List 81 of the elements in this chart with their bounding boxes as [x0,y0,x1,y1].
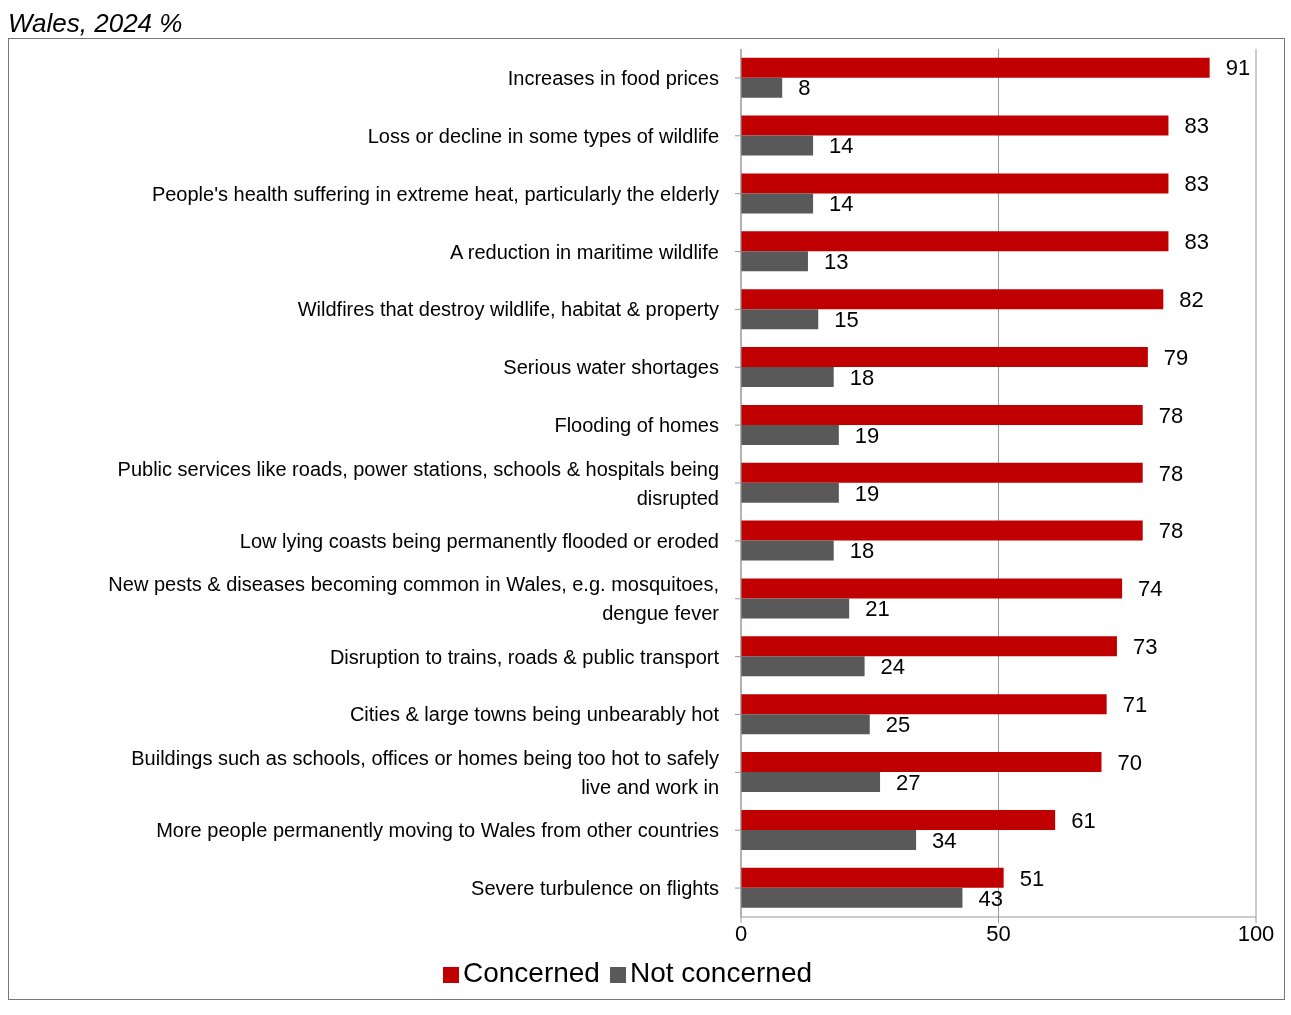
bar [741,636,1117,657]
y-tick-label: Severe turbulence on flights [471,877,719,900]
y-tick-label: Cities & large towns being unbearably hot [349,703,720,726]
bar [741,173,1169,194]
bar [741,115,1169,136]
data-label: 70 [1117,749,1142,775]
data-label: 8 [798,75,811,101]
bar [741,289,1164,310]
bar [741,367,834,388]
bar [741,231,1169,252]
data-label: 34 [932,827,957,853]
y-tick-label: Wildfires that destroy wildlife, habitat & property [297,298,719,321]
bar [741,887,963,908]
bar [741,598,850,619]
y-tick-label: Low lying coasts being permanently flooded or eroded [239,529,719,552]
data-label: 79 [1163,344,1189,370]
bar [741,404,1143,425]
data-label: 13 [823,249,849,275]
x-tick-label: 50 [986,920,1011,946]
bar [741,772,881,793]
y-tick-label: Loss or decline in some types of wildlife [367,124,719,147]
legend-label: Not concerned [629,957,813,988]
data-label: 21 [865,596,890,622]
bar [741,482,839,503]
bar [741,809,1056,830]
data-label: 91 [1225,55,1251,81]
y-tick-label: People's health suffering in extreme heat, particularly the elderly [151,182,719,205]
legend-label: Concerned [462,957,600,988]
data-label: 71 [1122,692,1148,718]
data-label: 83 [1184,171,1209,197]
data-label: 24 [880,654,906,680]
data-label: 18 [849,364,875,390]
bar [741,462,1143,483]
bar [741,347,1148,368]
bar [741,540,834,561]
data-label: 51 [1019,865,1045,891]
bar [741,520,1143,541]
data-label: 25 [885,712,911,738]
x-tick-label: 0 [734,920,748,946]
data-label: 73 [1132,634,1158,660]
data-label: 19 [854,480,880,506]
data-label: 78 [1158,518,1184,544]
data-label: 74 [1138,576,1163,602]
data-label: 27 [896,769,921,795]
y-tick-label: More people permanently moving to Wales from other countries [156,819,719,842]
bar [741,752,1102,773]
bar [741,77,783,98]
bar [741,714,870,735]
y-tick-label: Flooding of homes [554,414,719,437]
data-label: 83 [1184,229,1209,255]
data-label: 14 [829,191,854,217]
bar [741,656,865,677]
bar [741,424,839,445]
bar [741,193,814,214]
data-label: 78 [1158,460,1184,486]
bar [741,829,917,850]
y-tick-label: A reduction in maritime wildlife [450,240,719,263]
data-label: 19 [854,422,880,448]
bar [741,867,1004,888]
data-label: 15 [834,306,859,332]
bar [741,57,1210,78]
data-label: 78 [1158,402,1184,428]
y-tick-label: Serious water shortages [503,356,719,379]
y-tick-label: Public services like roads, power stations, schools & hospitals being disrupted [117,457,719,509]
bar [741,309,819,330]
bar [741,251,808,272]
data-label: 61 [1071,807,1096,833]
y-tick-label: Disruption to trains, roads & public transport [329,645,720,668]
y-tick-label: New pests & diseases becoming common in Wales, e.g. mosquitoes, dengue fever [108,573,720,625]
y-tick-label: Buildings such as schools, offices or homes being too hot to safely live and work in [131,746,719,798]
text: Wales, 2024 % [8,8,184,38]
bar [741,135,814,156]
data-label: 18 [849,538,875,564]
y-tick-label: Increases in food prices [507,66,719,89]
bar [741,694,1107,715]
data-label: 43 [978,885,1003,911]
data-label: 82 [1179,286,1204,312]
x-tick-label: 100 [1237,920,1275,946]
data-label: 83 [1184,113,1209,139]
bar [741,578,1123,599]
data-label: 14 [829,133,854,159]
